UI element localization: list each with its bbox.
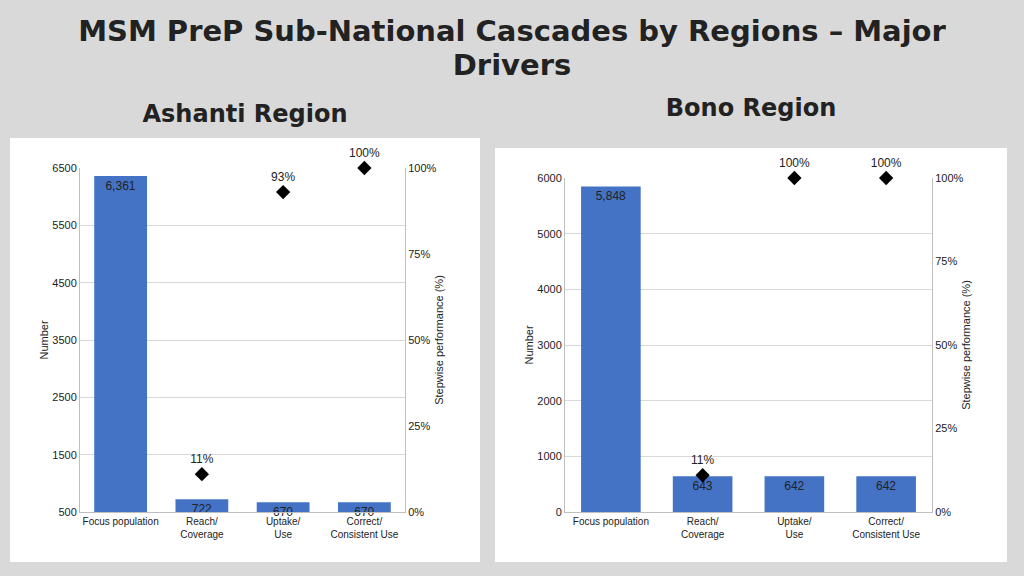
svg-text:50%: 50% [935,339,957,351]
svg-text:6,361: 6,361 [105,179,135,193]
svg-text:Stepwise performance (%): Stepwise performance (%) [433,275,445,405]
svg-text:5500: 5500 [52,219,76,231]
svg-text:Uptake/Use: Uptake/Use [266,516,301,540]
svg-text:Number: Number [523,325,535,364]
svg-text:11%: 11% [691,453,714,467]
svg-text:Uptake/Use: Uptake/Use [777,516,812,540]
svg-text:5,848: 5,848 [596,189,626,203]
svg-text:Focus population: Focus population [83,516,159,527]
svg-text:5000: 5000 [537,228,561,240]
svg-text:1500: 1500 [52,449,76,461]
svg-text:3500: 3500 [52,334,76,346]
svg-text:100%: 100% [349,146,380,160]
svg-text:50%: 50% [408,334,430,346]
svg-text:6000: 6000 [537,172,561,184]
svg-text:25%: 25% [935,422,957,434]
svg-text:6500: 6500 [52,162,76,174]
svg-text:100%: 100% [779,156,810,170]
svg-text:25%: 25% [408,420,430,432]
svg-text:4500: 4500 [52,277,76,289]
svg-text:Number: Number [38,320,50,359]
svg-text:Correct/Consistent Use: Correct/Consistent Use [852,516,920,540]
svg-text:2500: 2500 [52,391,76,403]
svg-text:643: 643 [692,479,712,493]
svg-text:100%: 100% [871,156,902,170]
html-text:Ashanti Region: Ashanti Region [142,100,348,128]
svg-text:75%: 75% [408,248,430,260]
svg-text:100%: 100% [935,172,963,184]
svg-text:2000: 2000 [537,395,561,407]
svg-text:4000: 4000 [537,283,561,295]
svg-text:670: 670 [354,505,374,519]
svg-text:75%: 75% [935,255,957,267]
html-text:Bono Region: Bono Region [665,94,837,122]
svg-text:500: 500 [58,506,76,518]
svg-text:670: 670 [273,505,293,519]
svg-text:3000: 3000 [537,339,561,351]
svg-text:Stepwise performance (%): Stepwise performance (%) [960,280,972,410]
svg-text:642: 642 [876,479,896,493]
svg-text:Reach/Coverage: Reach/Coverage [681,516,725,540]
svg-text:0%: 0% [935,506,951,518]
svg-text:0: 0 [556,506,562,518]
svg-text:0%: 0% [408,506,424,518]
svg-text:93%: 93% [271,170,295,184]
svg-text:Focus population: Focus population [573,516,649,527]
svg-text:Reach/Coverage: Reach/Coverage [180,516,224,540]
svg-text:1000: 1000 [537,450,561,462]
svg-text:722: 722 [192,502,212,516]
svg-text:11%: 11% [190,452,213,466]
svg-text:100%: 100% [408,162,436,174]
html-text:MSM PreP Sub-National Cascades: MSM PreP Sub-National Cascades by Region… [78,14,946,82]
svg-text:642: 642 [784,479,804,493]
svg-text:Correct/Consistent Use: Correct/Consistent Use [330,516,398,540]
